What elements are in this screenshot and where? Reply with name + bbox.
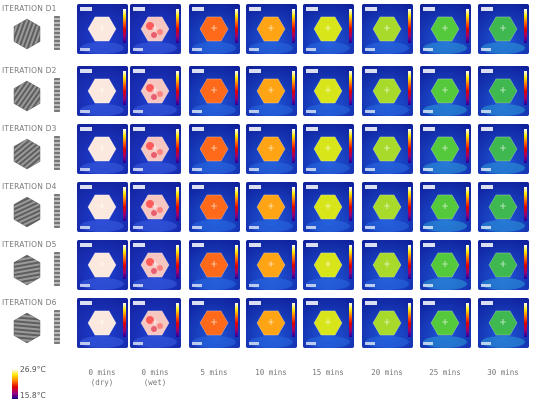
- iteration-label: ITERATION D3: [2, 124, 57, 133]
- thermal-image: [362, 298, 413, 348]
- thermal-image: [77, 298, 128, 348]
- iteration-row: ITERATION D6: [0, 294, 550, 352]
- thermal-image: [420, 298, 471, 348]
- thermal-image: [130, 240, 181, 290]
- iteration-label: ITERATION D4: [2, 182, 57, 191]
- thermal-image: [246, 124, 297, 174]
- thermal-image: [303, 240, 354, 290]
- tile-profile: [54, 16, 60, 50]
- thermal-image: [77, 124, 128, 174]
- thermal-image: [77, 240, 128, 290]
- time-label: 20 mins: [359, 368, 415, 378]
- thermal-image: [246, 66, 297, 116]
- thermal-image: [130, 4, 181, 54]
- thermal-image: [189, 66, 240, 116]
- thermal-image: [478, 240, 529, 290]
- iteration-label: ITERATION D2: [2, 66, 57, 75]
- time-label: 5 mins: [186, 368, 242, 378]
- time-label: 0 mins (wet): [127, 368, 183, 388]
- temperature-legend: 26.9°C 15.8°C: [4, 365, 54, 401]
- tile-photo: [12, 80, 41, 112]
- thermal-image: [189, 182, 240, 232]
- thermal-image: [189, 4, 240, 54]
- tile-profile: [54, 310, 60, 344]
- thermal-image: [362, 182, 413, 232]
- time-label-secondary: (dry): [90, 378, 114, 387]
- thermal-image: [189, 240, 240, 290]
- thermal-image: [420, 66, 471, 116]
- thermal-image: [303, 182, 354, 232]
- color-scale-bar: [12, 369, 18, 399]
- thermal-image: [362, 124, 413, 174]
- thermal-image: [130, 298, 181, 348]
- time-label-primary: 10 mins: [255, 368, 287, 377]
- iteration-row: ITERATION D2: [0, 62, 550, 120]
- iteration-row: ITERATION D5: [0, 236, 550, 294]
- thermal-image: [246, 4, 297, 54]
- tile-photo: [12, 18, 41, 50]
- thermal-image: [246, 240, 297, 290]
- legend-min: 15.8°C: [20, 391, 46, 400]
- tile-photo: [12, 196, 41, 228]
- legend-max: 26.9°C: [20, 365, 46, 374]
- time-label: 15 mins: [300, 368, 356, 378]
- time-label-primary: 25 mins: [429, 368, 461, 377]
- time-label-primary: 30 mins: [487, 368, 519, 377]
- thermal-image: [420, 4, 471, 54]
- thermal-image: [362, 66, 413, 116]
- thermal-image: [362, 240, 413, 290]
- thermal-image: [420, 124, 471, 174]
- thermal-image: [130, 182, 181, 232]
- iteration-row: ITERATION D4: [0, 178, 550, 236]
- thermal-image: [130, 66, 181, 116]
- tile-photo: [12, 312, 41, 344]
- tile-photo: [12, 254, 41, 286]
- thermal-image: [478, 182, 529, 232]
- time-label-primary: 5 mins: [200, 368, 228, 377]
- tile-profile: [54, 136, 60, 170]
- time-label: 30 mins: [475, 368, 531, 378]
- thermal-image: [478, 124, 529, 174]
- time-label-primary: 0 mins: [88, 368, 116, 377]
- iteration-label: ITERATION D5: [2, 240, 57, 249]
- thermal-image: [246, 298, 297, 348]
- time-label: 0 mins (dry): [74, 368, 130, 388]
- thermal-image: [478, 4, 529, 54]
- thermal-image: [189, 298, 240, 348]
- iteration-row: ITERATION D1: [0, 0, 550, 58]
- tile-profile: [54, 194, 60, 228]
- time-label-primary: 0 mins: [141, 368, 169, 377]
- time-label-primary: 20 mins: [371, 368, 403, 377]
- iteration-label: ITERATION D1: [2, 4, 57, 13]
- time-label: 25 mins: [417, 368, 473, 378]
- thermal-image: [130, 124, 181, 174]
- thermal-image: [303, 298, 354, 348]
- thermal-image: [420, 240, 471, 290]
- thermal-image: [189, 124, 240, 174]
- thermal-image: [303, 4, 354, 54]
- thermal-image: [478, 66, 529, 116]
- time-label-primary: 15 mins: [312, 368, 344, 377]
- tile-photo: [12, 138, 41, 170]
- thermal-image: [420, 182, 471, 232]
- iteration-row: ITERATION D3: [0, 120, 550, 178]
- thermal-image: [303, 124, 354, 174]
- thermal-image: [77, 4, 128, 54]
- time-label: 10 mins: [243, 368, 299, 378]
- thermal-image: [478, 298, 529, 348]
- tile-profile: [54, 78, 60, 112]
- time-label-secondary: (wet): [143, 378, 167, 387]
- tile-profile: [54, 252, 60, 286]
- thermal-image: [77, 66, 128, 116]
- thermal-image: [303, 66, 354, 116]
- iteration-label: ITERATION D6: [2, 298, 57, 307]
- thermal-image: [362, 4, 413, 54]
- thermal-image: [77, 182, 128, 232]
- thermal-image: [246, 182, 297, 232]
